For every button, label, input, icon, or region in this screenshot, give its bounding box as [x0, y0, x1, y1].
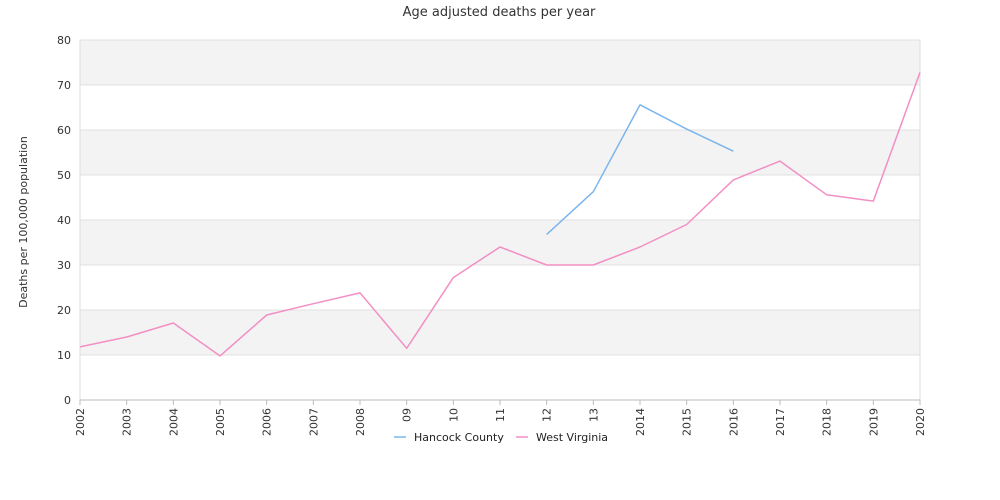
series-lines [79, 72, 921, 357]
y-tick-label: 70 [57, 79, 71, 92]
legend-label: Hancock County [414, 431, 504, 444]
chart-title: Age adjusted deaths per year [403, 5, 596, 20]
x-tick-label: 2002 [74, 408, 87, 436]
grid-band [80, 130, 920, 175]
y-axis-label: Deaths per 100,000 population [17, 136, 30, 308]
x-tick-label: 09 [401, 408, 414, 422]
x-tick-label: 13 [587, 408, 600, 422]
x-tick-label: 2003 [121, 408, 134, 436]
y-tick-label: 50 [57, 169, 71, 182]
grid-band [80, 175, 920, 220]
x-tick-label: 11 [494, 408, 507, 422]
grid-bands [80, 40, 920, 400]
x-tick-label: 2014 [634, 408, 647, 436]
x-tick-label: 2007 [307, 408, 320, 436]
x-tick-label: 2006 [261, 408, 274, 436]
y-tick-label: 30 [57, 259, 71, 272]
x-tick-label: 2019 [867, 408, 880, 436]
x-axis-ticks: 2002 2003 2004 2005 2006 2007 2008 09 10 11 12 13 20… [74, 400, 927, 436]
legend: Hancock County West Virginia [394, 431, 608, 444]
grid-band [80, 310, 920, 355]
x-tick-label: 10 [447, 408, 460, 422]
x-tick-label: 2008 [354, 408, 367, 436]
grid-band [80, 220, 920, 265]
x-tick-label: 2017 [774, 408, 787, 436]
series-line-hancock-county [546, 104, 734, 235]
x-tick-label: 2005 [214, 408, 227, 436]
y-tick-label: 80 [57, 34, 71, 47]
y-tick-label: 10 [57, 349, 71, 362]
y-tick-label: 60 [57, 124, 71, 137]
series-line-west-virginia [79, 72, 921, 357]
grid-band [80, 40, 920, 85]
x-tick-label: 2020 [914, 408, 927, 436]
x-tick-label: 12 [541, 408, 554, 422]
x-tick-label: 2015 [681, 408, 694, 436]
y-tick-label: 0 [64, 394, 71, 407]
grid-band [80, 85, 920, 130]
y-tick-label: 40 [57, 214, 71, 227]
x-tick-label: 2004 [167, 408, 180, 436]
legend-label: West Virginia [536, 431, 608, 444]
grid-band [80, 355, 920, 400]
y-tick-label: 20 [57, 304, 71, 317]
x-tick-label: 2018 [821, 408, 834, 436]
y-axis-ticks: 0 10 20 30 40 50 60 70 80 [57, 34, 71, 407]
grid-band [80, 265, 920, 310]
x-tick-label: 2016 [727, 408, 740, 436]
